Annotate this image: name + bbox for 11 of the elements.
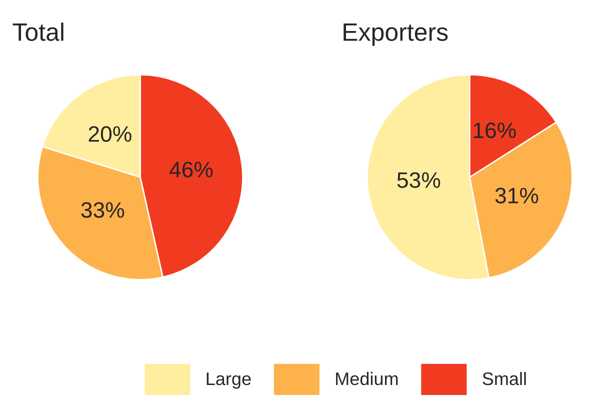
legend-label: Small: [482, 372, 526, 386]
data-label: 20%: [88, 126, 132, 142]
legend-label: Large: [206, 372, 251, 389]
data-label: 33%: [81, 202, 124, 218]
chart-title: Total: [12, 22, 64, 41]
data-label: 31%: [495, 188, 538, 204]
data-label: 16%: [474, 122, 516, 138]
chart-title: Exporters: [344, 24, 448, 46]
data-label: 46%: [169, 162, 213, 178]
legend-label: Medium: [336, 372, 398, 386]
data-label: 53%: [397, 172, 440, 188]
